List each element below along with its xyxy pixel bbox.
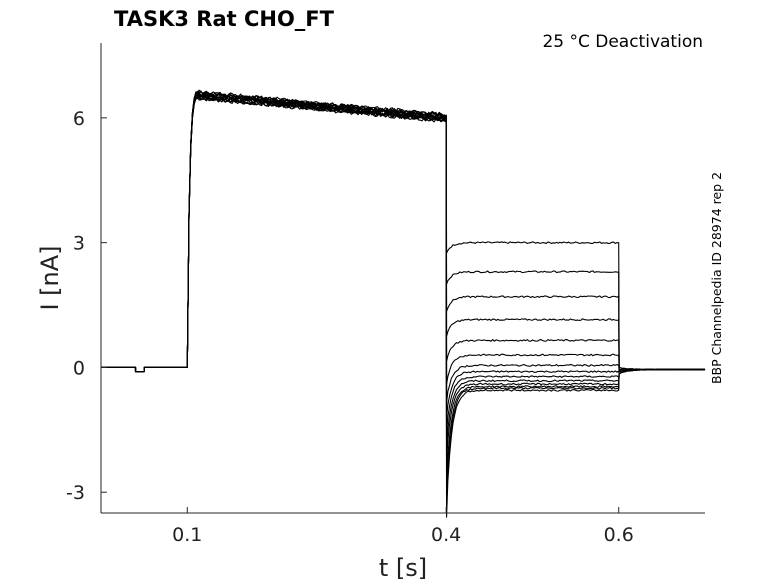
current-trace bbox=[101, 92, 706, 434]
y-tick-label: -3 bbox=[66, 482, 85, 504]
y-tick-label: 0 bbox=[73, 357, 85, 379]
y-axis-label: I [nA] bbox=[36, 245, 64, 310]
traces bbox=[101, 89, 706, 518]
chart-annotation: 25 °C Deactivation bbox=[542, 32, 703, 52]
current-trace bbox=[101, 91, 706, 483]
chart-title: TASK3 Rat CHO_FT bbox=[114, 7, 335, 31]
x-tick-label: 0.1 bbox=[172, 524, 202, 546]
x-ticks: 0.1 0.4 0.6 bbox=[172, 507, 634, 546]
y-ticks: -3 0 3 6 bbox=[66, 108, 107, 504]
x-axis-label: t [s] bbox=[379, 554, 427, 582]
y-tick-label: 6 bbox=[73, 108, 85, 130]
y-tick-label: 3 bbox=[73, 233, 85, 255]
current-trace bbox=[101, 89, 706, 518]
x-tick-label: 0.4 bbox=[431, 524, 461, 546]
current-trace bbox=[101, 90, 706, 502]
x-tick-label: 0.6 bbox=[604, 524, 634, 546]
current-trace bbox=[101, 92, 706, 448]
side-label: BBP Channelpedia ID 28974 rep 2 bbox=[709, 172, 724, 384]
current-trace bbox=[101, 91, 706, 464]
